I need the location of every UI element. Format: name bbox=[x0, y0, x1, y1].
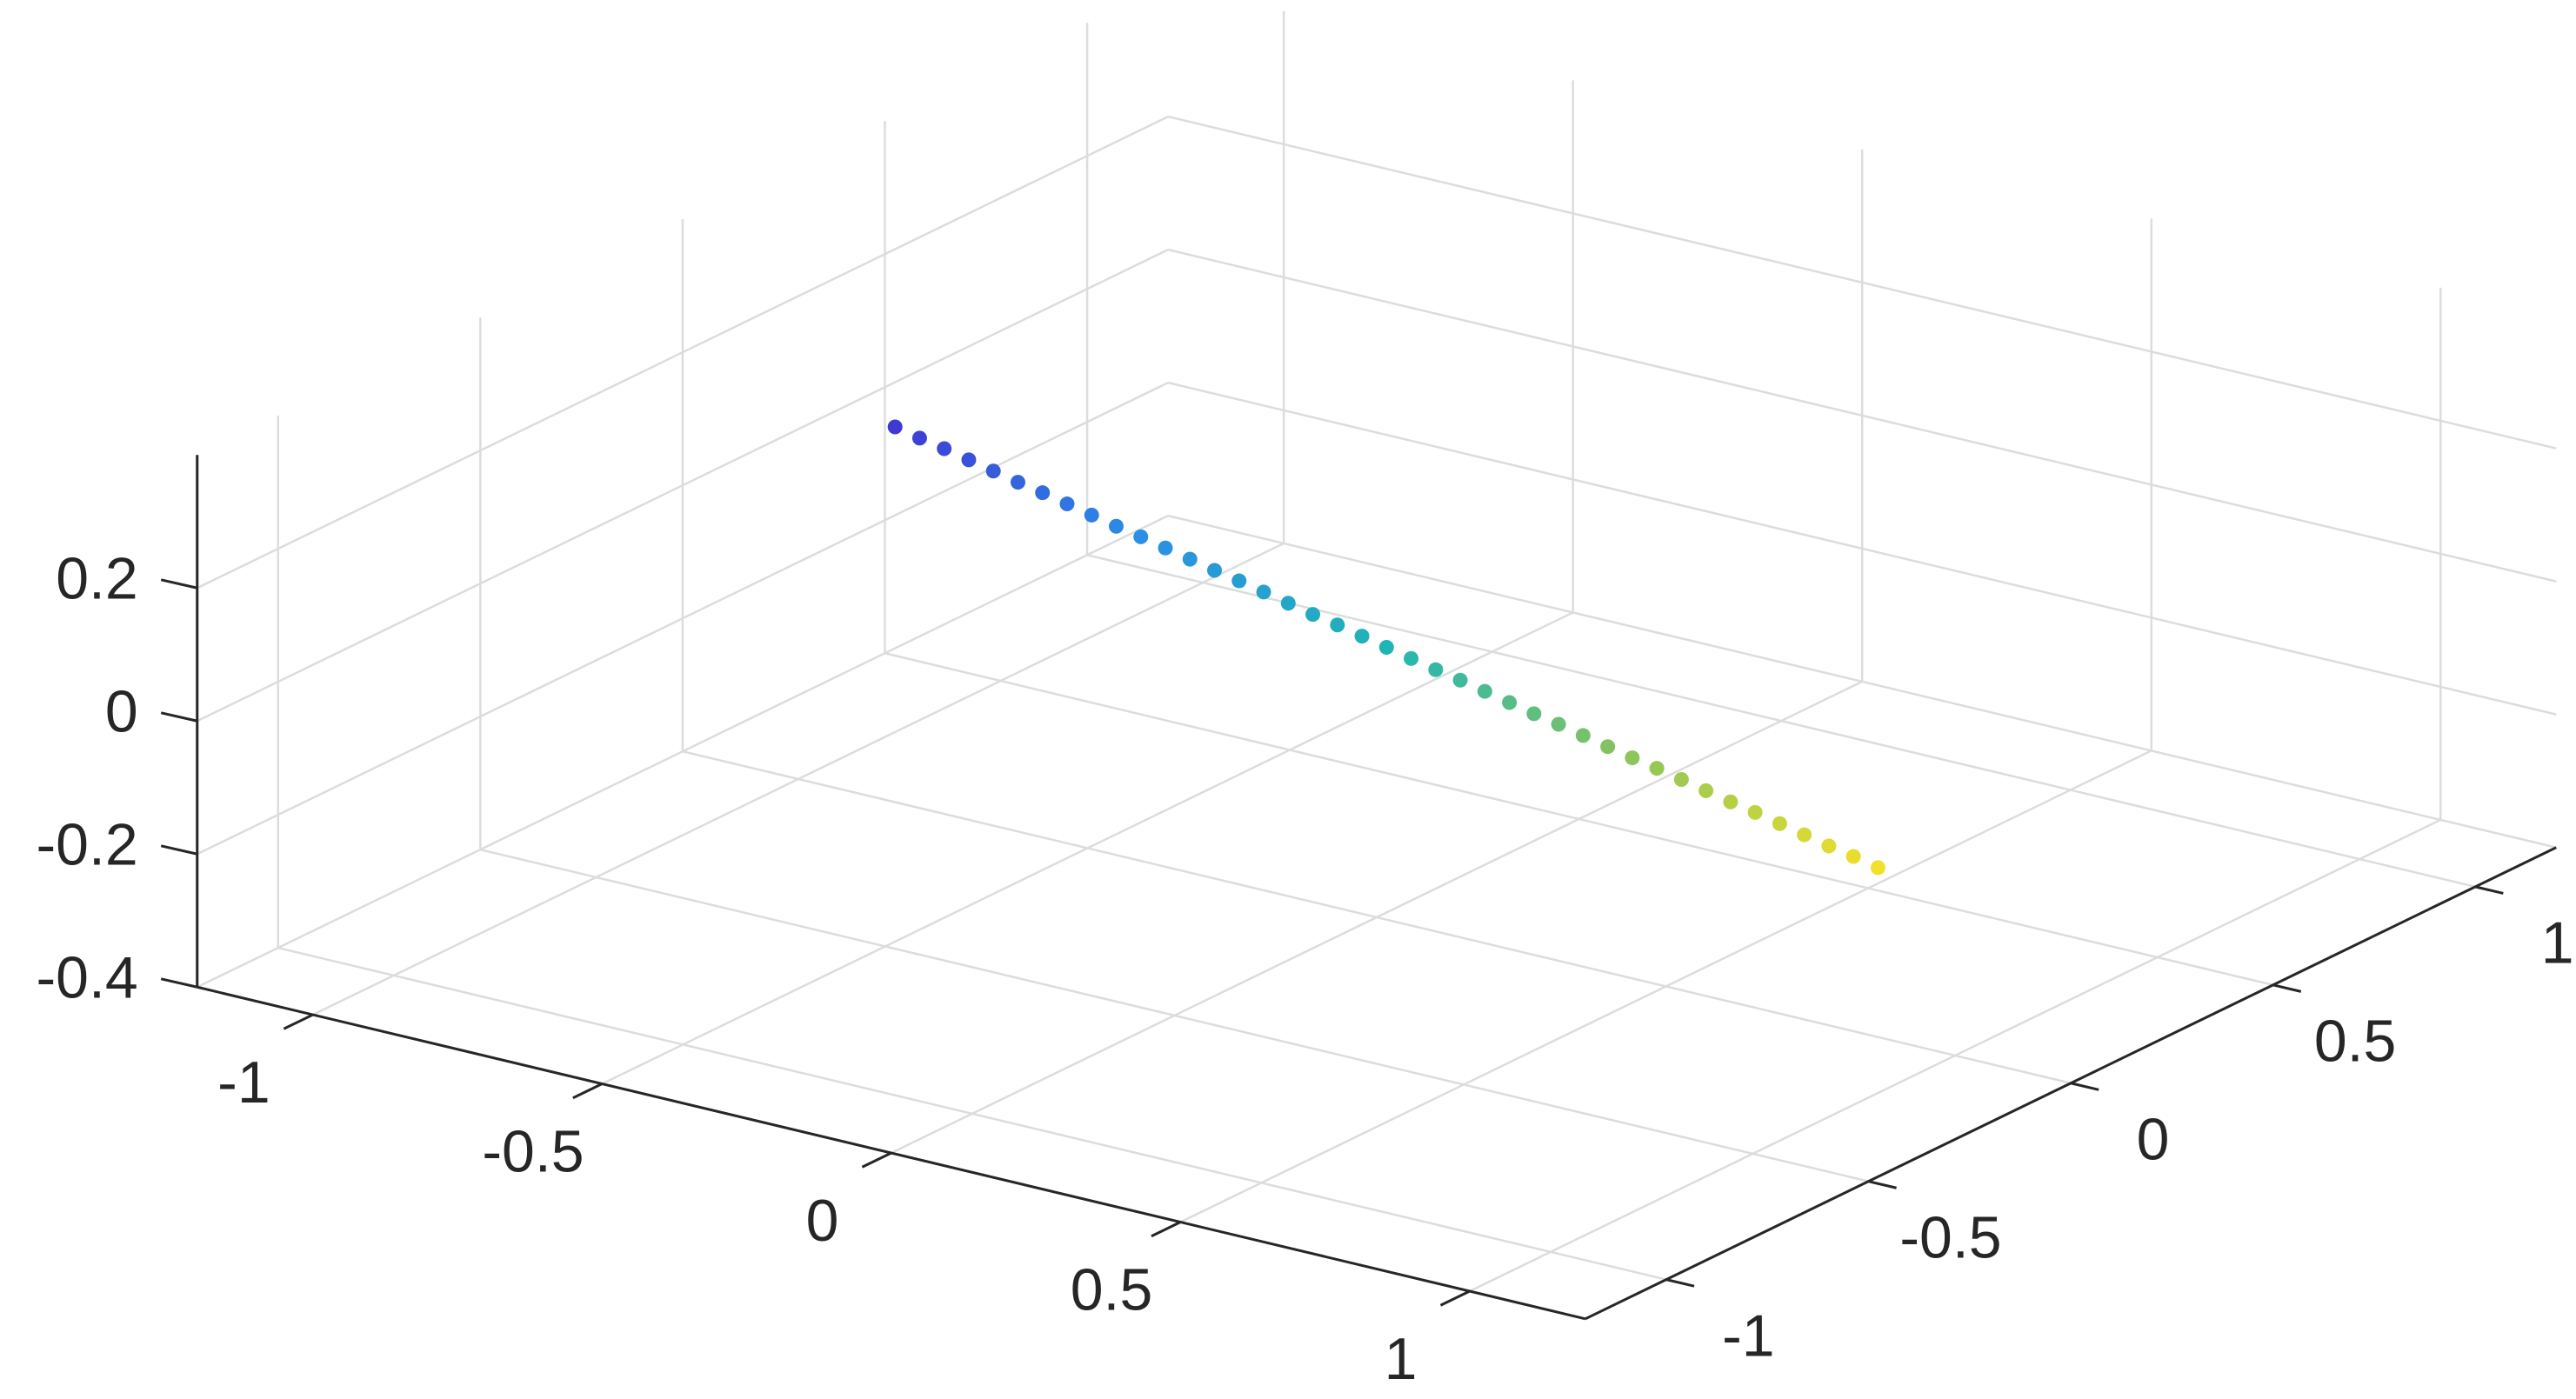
point bbox=[1747, 804, 1763, 820]
x-tick-label: 0.5 bbox=[1071, 1257, 1153, 1323]
z-tick bbox=[160, 578, 198, 590]
grid-line bbox=[884, 652, 2273, 987]
z-tick-label: -0.2 bbox=[37, 812, 138, 878]
point bbox=[1133, 529, 1149, 544]
y-axis bbox=[1585, 846, 2557, 1321]
y-tick-label: -1 bbox=[1722, 1303, 1774, 1369]
y-tick bbox=[2474, 885, 2504, 895]
point bbox=[1378, 639, 1394, 655]
point bbox=[1551, 716, 1566, 732]
x-tick-label: -0.5 bbox=[482, 1119, 584, 1185]
point bbox=[1428, 662, 1444, 677]
y-tick-label: 0.5 bbox=[2314, 1009, 2397, 1075]
y-tick bbox=[2070, 1082, 2099, 1091]
point bbox=[1649, 761, 1665, 776]
x-tick bbox=[283, 1013, 314, 1030]
point bbox=[1231, 573, 1247, 589]
point bbox=[1526, 706, 1542, 722]
point bbox=[1600, 739, 1616, 755]
y-tick bbox=[1665, 1278, 1695, 1288]
grid-line bbox=[1167, 381, 2557, 716]
point bbox=[1207, 563, 1223, 578]
point bbox=[1870, 860, 1885, 876]
x-tick-label: 1 bbox=[1385, 1326, 1418, 1392]
point bbox=[1330, 617, 1345, 633]
point bbox=[1625, 750, 1640, 766]
point bbox=[937, 441, 952, 456]
z-tick-label: 0 bbox=[105, 679, 138, 745]
grid-line bbox=[197, 249, 1169, 723]
grid-line bbox=[480, 848, 1869, 1182]
point bbox=[911, 430, 927, 446]
point bbox=[1354, 629, 1370, 644]
point bbox=[1845, 849, 1861, 864]
x-tick bbox=[861, 1151, 892, 1169]
z-tick-label: -0.4 bbox=[37, 945, 138, 1011]
point bbox=[887, 419, 903, 435]
grid-line bbox=[1167, 514, 2557, 849]
point bbox=[1280, 596, 1296, 611]
z-tick bbox=[160, 711, 198, 723]
point bbox=[1059, 496, 1075, 512]
point bbox=[1035, 485, 1051, 501]
grid-line bbox=[197, 116, 1169, 590]
point bbox=[1772, 816, 1787, 831]
point bbox=[1821, 838, 1837, 854]
x-tick bbox=[1439, 1289, 1471, 1307]
y-tick-label: 1 bbox=[2541, 910, 2574, 976]
grid-line bbox=[682, 749, 2072, 1084]
y-tick bbox=[2272, 983, 2302, 993]
point bbox=[1723, 794, 1738, 809]
grid-line bbox=[277, 946, 1667, 1281]
y-tick bbox=[1868, 1180, 1897, 1189]
point bbox=[1673, 772, 1689, 788]
point bbox=[985, 463, 1001, 479]
point bbox=[1158, 540, 1173, 556]
z-tick-label: 0.2 bbox=[56, 546, 138, 612]
grid-line bbox=[1167, 248, 2557, 583]
point bbox=[1182, 551, 1198, 567]
point bbox=[1575, 728, 1591, 743]
grid-line bbox=[197, 382, 1169, 856]
grid-line bbox=[1167, 115, 2557, 450]
point bbox=[1698, 783, 1714, 798]
point bbox=[1452, 672, 1468, 688]
z-tick bbox=[160, 977, 198, 989]
z-tick bbox=[160, 844, 198, 856]
point bbox=[1502, 695, 1518, 710]
x-tick-label: 0 bbox=[806, 1188, 839, 1254]
point bbox=[1010, 475, 1025, 490]
point bbox=[1108, 518, 1124, 534]
y-tick-label: 0 bbox=[2137, 1107, 2170, 1173]
x-tick bbox=[572, 1083, 603, 1100]
grid-line bbox=[197, 515, 1169, 989]
x-tick bbox=[1151, 1221, 1182, 1238]
point bbox=[1305, 607, 1321, 623]
x-tick-label: -1 bbox=[217, 1049, 270, 1116]
point bbox=[1084, 507, 1099, 523]
point bbox=[1797, 827, 1812, 843]
point bbox=[1404, 650, 1419, 666]
point bbox=[1256, 584, 1271, 600]
y-tick-label: -0.5 bbox=[1899, 1205, 2001, 1271]
point bbox=[961, 452, 977, 468]
point bbox=[1477, 683, 1492, 699]
